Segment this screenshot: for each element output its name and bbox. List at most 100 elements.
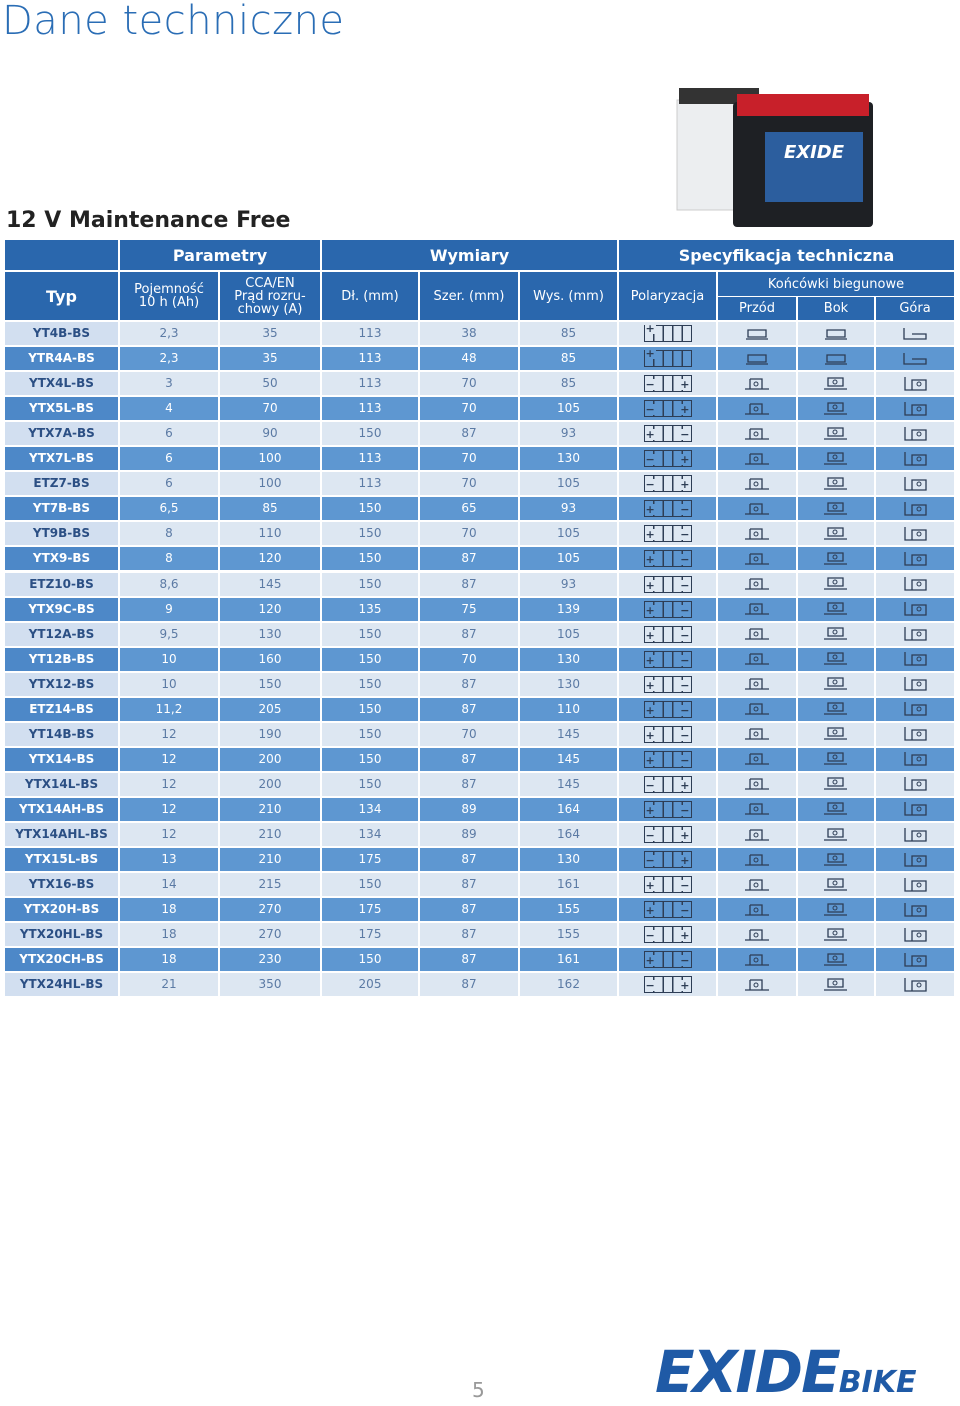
terminal-cell: [718, 347, 796, 371]
terminal-icon: [745, 954, 769, 966]
terminal-icon: [904, 902, 927, 917]
polarity-sign: −: [679, 628, 691, 642]
polarity-sign: +: [679, 829, 691, 843]
terminal-icon: [824, 652, 847, 665]
terminal-cell: [798, 347, 874, 371]
polarity-sign: −: [644, 478, 656, 492]
row-value: 18: [120, 923, 218, 947]
polarity-sign: +: [644, 603, 656, 617]
group-header: Specyfikacja techniczna: [619, 240, 954, 270]
row-value: 134: [322, 797, 418, 821]
polarity-cell: + −: [619, 873, 716, 897]
polarity-sign: +: [644, 803, 656, 817]
column-header: Szer. (mm): [420, 272, 518, 320]
polarity-cell: − +: [619, 397, 716, 421]
row-type: YTX14AHL-BS: [5, 823, 118, 847]
polarity-icon: +: [643, 323, 692, 343]
terminal-cell: [876, 372, 954, 396]
terminal-cell: [798, 797, 874, 821]
terminal-cell: [798, 722, 874, 746]
polarity-sign: −: [679, 728, 691, 742]
polarity-icon: +: [643, 348, 692, 368]
terminal-icon: [904, 952, 927, 967]
terminal-icon: [745, 428, 769, 440]
terminal-cell: [798, 823, 874, 847]
row-value: 150: [322, 647, 418, 671]
terminal-icon: [904, 777, 927, 792]
row-value: 10: [120, 672, 218, 696]
row-type: YTX20H-BS: [5, 898, 118, 922]
row-type: YTX12-BS: [5, 672, 118, 696]
column-header: Przód: [718, 297, 796, 320]
row-value: 87: [420, 547, 518, 571]
row-value: 113: [322, 472, 418, 496]
terminal-icon: [904, 426, 927, 441]
row-value: 14: [120, 873, 218, 897]
polarity-sign: −: [679, 528, 691, 542]
terminal-icon: [824, 727, 847, 740]
terminal-icon: [824, 953, 847, 966]
polarity-sign: −: [679, 553, 691, 567]
row-value: 87: [420, 622, 518, 646]
terminal-cell: [798, 547, 874, 571]
polarity-sign: +: [644, 578, 656, 592]
terminal-icon: [824, 376, 847, 390]
section-title: 12 V Maintenance Free: [6, 208, 291, 233]
terminal-icon: [904, 702, 927, 716]
polarity-sign: −: [679, 428, 691, 442]
polarity-sign: −: [679, 803, 691, 817]
terminal-cell: [718, 848, 796, 872]
row-value: 200: [220, 772, 320, 796]
row-value: 130: [220, 622, 320, 646]
row-value: 48: [420, 347, 518, 371]
row-value: 120: [220, 597, 320, 621]
row-value: 139: [520, 597, 617, 621]
row-type: YT4B-BS: [5, 322, 118, 346]
polarity-sign: −: [644, 979, 656, 993]
polarity-sign: −: [679, 753, 691, 767]
terminal-cell: [876, 823, 954, 847]
row-value: 113: [322, 447, 418, 471]
row-value: 120: [220, 547, 320, 571]
polarity-icon: − +: [643, 375, 692, 393]
terminal-cell: [798, 597, 874, 621]
terminal-cell: [718, 823, 796, 847]
terminal-icon: [903, 352, 927, 365]
row-value: 12: [120, 797, 218, 821]
row-value: 145: [220, 572, 320, 596]
row-value: 8: [120, 547, 218, 571]
terminal-icon: [904, 526, 927, 541]
polarity-sign: −: [679, 703, 691, 717]
column-header: Bok: [798, 297, 874, 320]
polarity-cell: − +: [619, 447, 716, 471]
polarity-sign: −: [679, 653, 691, 667]
polarity-sign: −: [679, 879, 691, 893]
polarity-icon: + −: [643, 500, 692, 518]
polarity-sign: −: [644, 403, 656, 417]
row-type: YTX9C-BS: [5, 597, 118, 621]
polarity-sign: −: [679, 678, 691, 692]
row-value: 8,6: [120, 572, 218, 596]
terminal-cell: [876, 898, 954, 922]
row-value: 11,2: [120, 697, 218, 721]
polarity-icon: − +: [643, 926, 692, 944]
polarity-cell: + −: [619, 522, 716, 546]
terminal-icon: [824, 852, 847, 866]
terminal-cell: [718, 472, 796, 496]
terminal-cell: [876, 572, 954, 596]
terminal-cell: [876, 973, 954, 997]
row-value: 85: [520, 372, 617, 396]
terminal-icon: [903, 327, 927, 340]
polarity-icon: + −: [643, 951, 692, 969]
polarity-icon: − +: [643, 400, 692, 418]
polarity-sign: −: [679, 503, 691, 517]
row-type: YTX15L-BS: [5, 848, 118, 872]
row-value: 9: [120, 597, 218, 621]
terminal-cell: [798, 772, 874, 796]
brand-logo: EXIDEBIKE: [655, 1338, 916, 1406]
terminal-icon: [745, 628, 769, 640]
row-value: 50: [220, 372, 320, 396]
terminal-cell: [718, 772, 796, 796]
terminal-icon: [745, 377, 769, 390]
polarity-cell: + −: [619, 747, 716, 771]
